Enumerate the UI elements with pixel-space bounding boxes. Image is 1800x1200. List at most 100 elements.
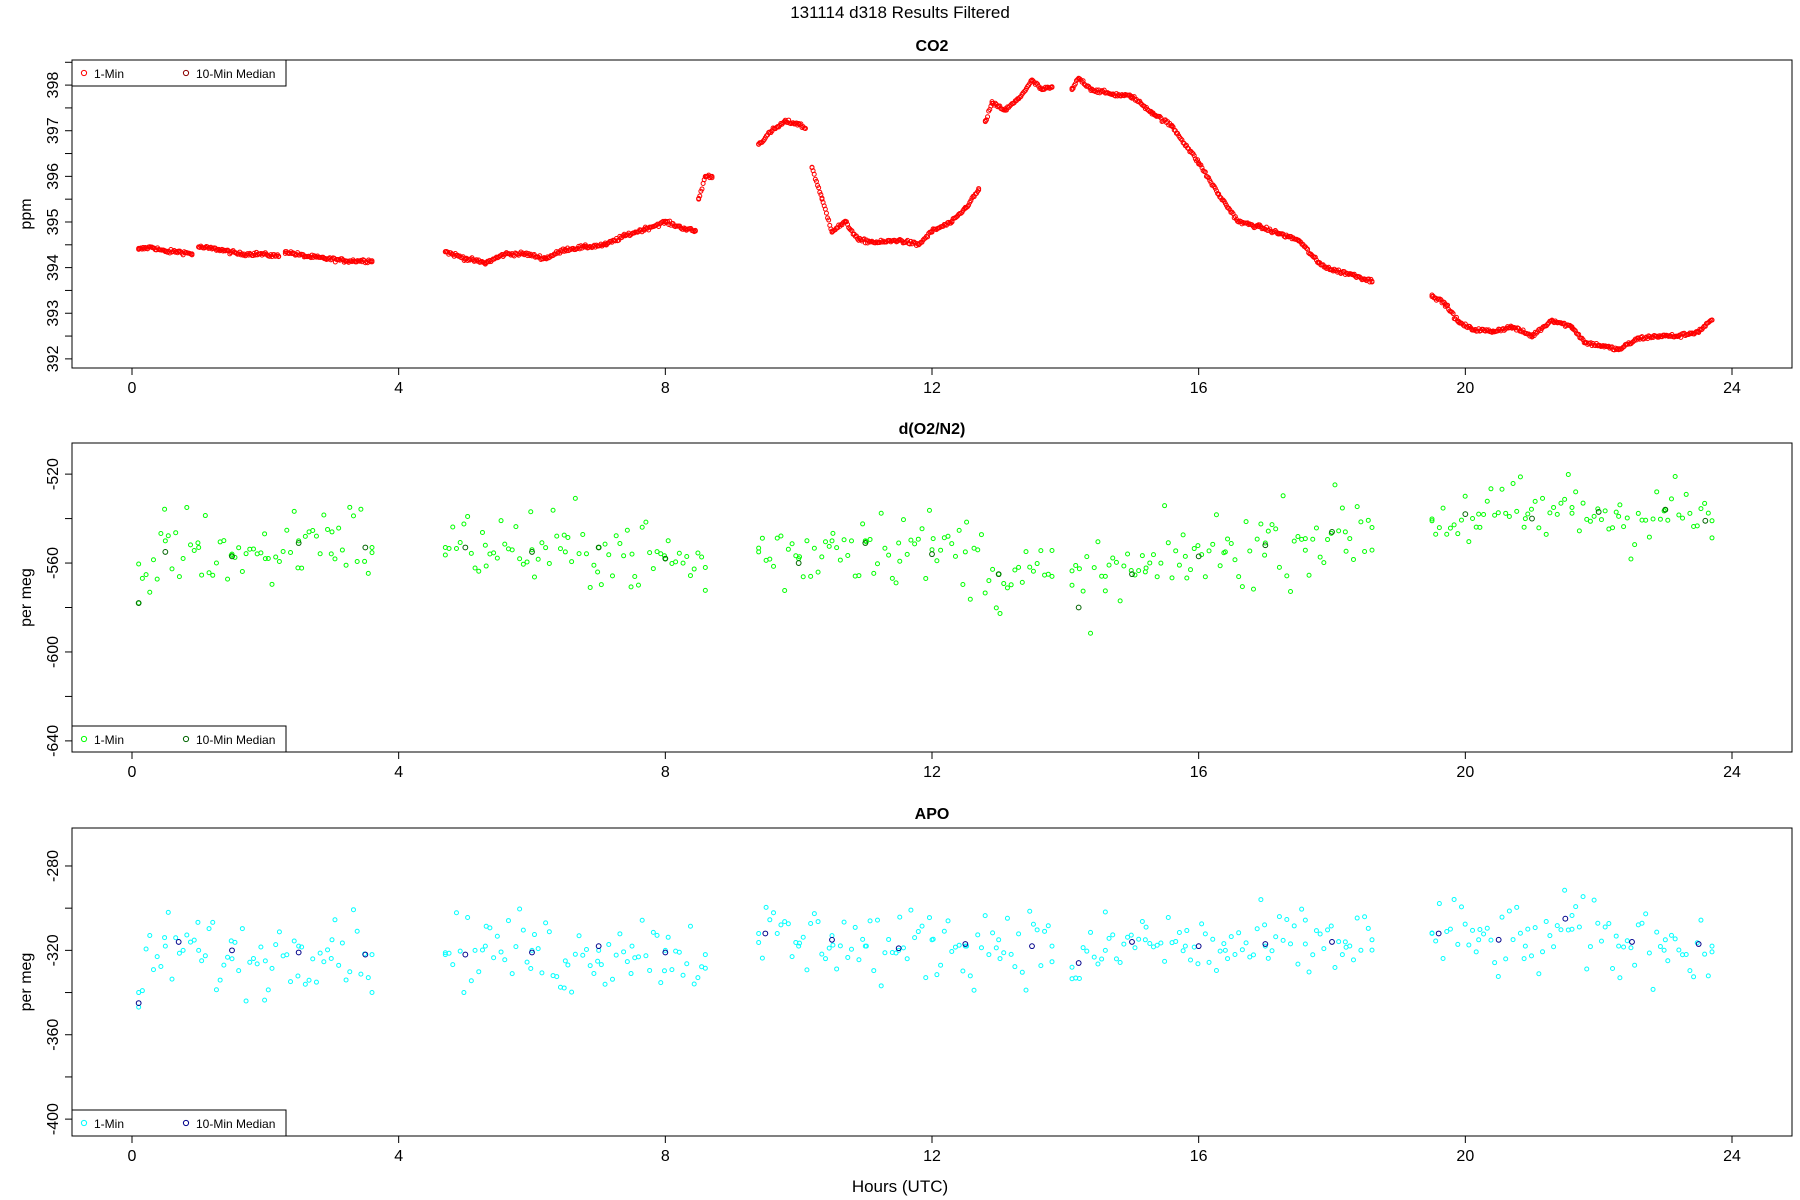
one-min-point — [1676, 333, 1682, 339]
one-min-point — [1336, 939, 1342, 945]
one-min-point — [609, 573, 615, 579]
median-point — [162, 549, 169, 555]
one-min-point — [691, 566, 697, 572]
one-min-point — [1657, 516, 1663, 522]
median-point — [1129, 571, 1135, 578]
median-point — [1262, 542, 1269, 549]
one-min-point — [332, 556, 338, 562]
one-min-point — [904, 956, 910, 962]
one-min-point — [1095, 539, 1101, 545]
one-min-point — [1295, 961, 1301, 967]
median-point — [1195, 943, 1202, 950]
one-min-point — [535, 556, 541, 562]
one-min-point — [1455, 941, 1461, 947]
one-min-point — [635, 582, 641, 588]
one-min-point — [1169, 123, 1175, 129]
median-point — [1562, 915, 1569, 922]
one-min-point — [886, 936, 892, 942]
data-points — [136, 75, 1715, 353]
one-min-point — [1596, 342, 1602, 348]
panel-title: d(O2/N2) — [899, 421, 966, 438]
one-min-point — [543, 545, 549, 551]
median-point — [295, 540, 302, 546]
legend-marker-median — [182, 69, 190, 77]
one-min-point — [789, 954, 795, 960]
x-tick-label: 8 — [661, 764, 670, 781]
one-min-point — [1510, 937, 1516, 943]
one-min-point — [1325, 537, 1331, 543]
one-min-point — [629, 551, 635, 557]
one-min-point — [997, 956, 1003, 962]
one-min-point — [546, 560, 552, 566]
y-tick-label: -560 — [45, 547, 62, 579]
one-min-point — [232, 939, 238, 945]
one-min-point — [1273, 526, 1279, 532]
one-min-point — [862, 943, 868, 949]
one-min-point — [665, 934, 671, 940]
one-min-point — [240, 252, 246, 258]
one-min-point — [1084, 948, 1090, 954]
one-min-point — [136, 990, 142, 996]
one-min-point — [1484, 498, 1490, 504]
one-min-point — [336, 525, 342, 531]
median-point — [462, 544, 469, 551]
one-min-point — [136, 246, 142, 252]
one-min-point — [1099, 88, 1105, 94]
one-min-point — [165, 909, 171, 915]
one-min-point — [598, 962, 604, 968]
one-min-point — [591, 562, 597, 568]
one-min-point — [1349, 271, 1355, 277]
one-min-point — [1296, 237, 1302, 243]
one-min-point — [595, 569, 601, 575]
x-tick-label: 0 — [128, 380, 137, 397]
one-min-point — [1562, 496, 1568, 502]
one-min-point — [1110, 932, 1116, 938]
one-min-point — [860, 936, 866, 942]
one-min-point — [1102, 573, 1108, 579]
one-min-point — [809, 164, 815, 170]
one-min-point — [1451, 522, 1457, 528]
one-min-point — [863, 539, 869, 545]
one-min-point — [1569, 324, 1575, 330]
one-min-point — [1049, 943, 1055, 949]
one-min-point — [550, 507, 556, 513]
median-point — [529, 549, 535, 555]
one-min-point — [1492, 512, 1498, 518]
y-tick-label: -400 — [45, 1103, 62, 1135]
one-min-point — [949, 541, 955, 547]
one-min-point — [978, 945, 984, 951]
one-min-point — [1698, 917, 1704, 923]
one-min-point — [1262, 922, 1268, 928]
one-min-point — [1088, 929, 1094, 935]
legend: 1-Min 10-Min Median — [71, 1109, 287, 1137]
one-min-point — [1499, 486, 1505, 492]
one-min-point — [1440, 955, 1446, 961]
one-min-point — [569, 559, 575, 565]
one-min-point — [952, 553, 958, 559]
y-tick-label: -360 — [45, 1019, 62, 1051]
one-min-point — [1458, 517, 1464, 523]
one-min-point — [1440, 505, 1446, 511]
one-min-point — [1525, 511, 1531, 517]
one-min-point — [756, 549, 762, 555]
one-min-point — [358, 506, 364, 512]
one-min-point — [302, 253, 308, 259]
median-point — [1462, 511, 1469, 518]
one-min-point — [1173, 938, 1179, 944]
one-min-point — [1429, 518, 1435, 524]
one-min-point — [1265, 955, 1271, 961]
one-min-point — [1099, 956, 1105, 962]
one-min-point — [1012, 964, 1018, 970]
one-min-point — [695, 550, 701, 556]
one-min-point — [1702, 323, 1708, 329]
median-point — [595, 544, 602, 551]
one-min-point — [520, 927, 526, 933]
one-min-point — [1485, 328, 1491, 334]
one-min-point — [365, 975, 371, 981]
one-min-point — [860, 521, 866, 527]
one-min-point — [1648, 335, 1654, 341]
one-min-point — [284, 952, 290, 958]
legend: 1-Min 10-Min Median — [71, 59, 287, 87]
one-min-point — [150, 967, 156, 973]
one-min-point — [1284, 917, 1290, 923]
